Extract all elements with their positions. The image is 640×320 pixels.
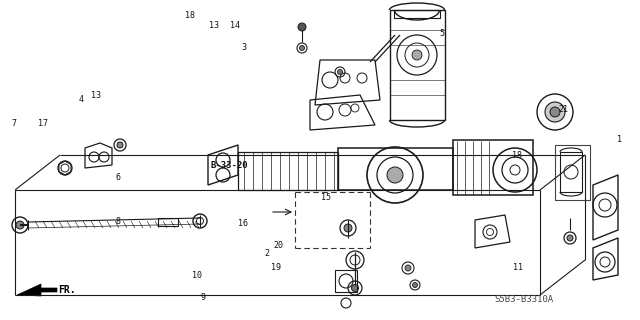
Text: 7: 7	[12, 119, 17, 129]
Text: S5B3-B3310A: S5B3-B3310A	[495, 295, 554, 305]
Circle shape	[344, 224, 352, 232]
Text: 20: 20	[273, 242, 283, 251]
Text: 19: 19	[271, 263, 281, 273]
Text: 9: 9	[200, 292, 205, 301]
Bar	[453, 140, 533, 195]
Text: 18: 18	[512, 151, 522, 161]
Circle shape	[16, 221, 24, 229]
Text: 13: 13	[91, 92, 101, 100]
Text: 16: 16	[238, 220, 248, 228]
Polygon shape	[17, 284, 57, 296]
Text: 10: 10	[192, 271, 202, 281]
Circle shape	[567, 235, 573, 241]
Bar	[158, 218, 178, 226]
Text: 4: 4	[79, 94, 83, 103]
Circle shape	[550, 107, 560, 117]
Text: 11: 11	[513, 262, 523, 271]
Text: B-33-20: B-33-20	[210, 161, 248, 170]
Bar	[560, 152, 582, 192]
Circle shape	[405, 265, 411, 271]
Text: 1: 1	[618, 134, 623, 143]
Text: 15: 15	[321, 194, 331, 203]
Bar	[338, 148, 453, 190]
Text: 21: 21	[558, 106, 568, 115]
Bar	[238, 152, 338, 190]
Bar	[555, 145, 590, 200]
Text: 5: 5	[440, 29, 445, 38]
Circle shape	[412, 50, 422, 60]
Text: 14: 14	[230, 21, 240, 30]
Text: 8: 8	[115, 218, 120, 227]
Text: 17: 17	[38, 118, 48, 127]
Text: 2: 2	[264, 250, 269, 259]
Text: 6: 6	[115, 172, 120, 181]
Text: 13: 13	[209, 21, 219, 30]
Circle shape	[300, 45, 305, 51]
Bar	[394, 10, 440, 18]
Text: 18: 18	[185, 12, 195, 20]
Circle shape	[337, 69, 342, 75]
Text: FR.: FR.	[58, 285, 76, 295]
Circle shape	[298, 23, 306, 31]
Circle shape	[545, 102, 565, 122]
Circle shape	[413, 283, 417, 287]
Bar	[390, 10, 445, 120]
Bar	[335, 270, 357, 292]
Circle shape	[387, 167, 403, 183]
Text: 3: 3	[241, 43, 246, 52]
Circle shape	[351, 284, 358, 292]
Circle shape	[117, 142, 123, 148]
